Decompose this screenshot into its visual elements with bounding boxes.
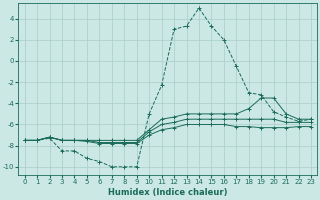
X-axis label: Humidex (Indice chaleur): Humidex (Indice chaleur): [108, 188, 228, 197]
